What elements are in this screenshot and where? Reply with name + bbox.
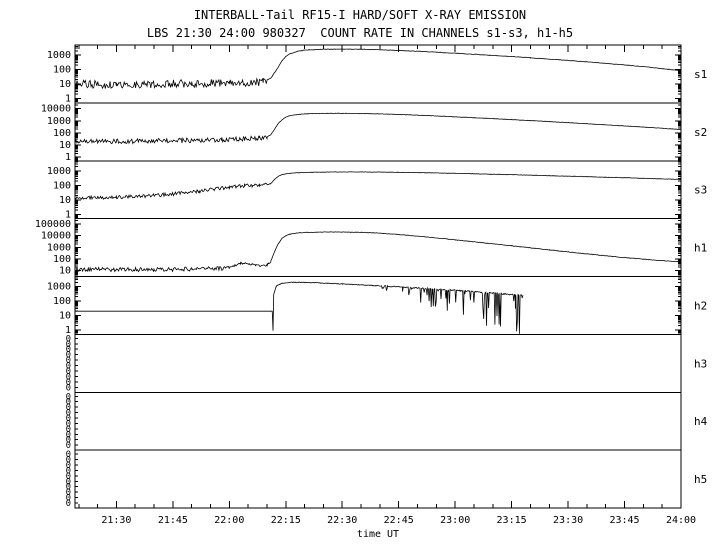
x-axis-title: time UT [357, 529, 399, 540]
y-tick-label: 0 [66, 362, 71, 372]
panel-label-s3: s3 [694, 184, 707, 197]
x-tick-label: 22:15 [271, 515, 301, 526]
y-tick-label: 10 [59, 265, 71, 276]
y-tick-label: 0 [66, 494, 71, 504]
panel-label-h4: h4 [694, 415, 708, 428]
x-tick-label: 23:15 [497, 515, 527, 526]
y-tick-label: 0 [66, 425, 71, 435]
panel-label-h1: h1 [694, 242, 707, 255]
y-tick-label: 0 [66, 340, 71, 350]
y-tick-label: 100 [53, 128, 71, 139]
x-tick-label: 24:00 [666, 515, 696, 526]
y-tick-label: 0 [66, 436, 71, 446]
y-tick-label: 1000 [47, 282, 71, 293]
y-tick-label: 10000 [41, 231, 71, 242]
x-tick-label: 21:45 [158, 515, 188, 526]
x-tick-label: 22:30 [327, 515, 357, 526]
panel-label-h5: h5 [694, 473, 707, 486]
y-tick-label: 10 [59, 311, 71, 322]
x-axis: 21:30 21:45 22:00 22:15 22:30 22:45 23:00 23:15… [78, 45, 696, 540]
y-tick-label: 0 [66, 466, 71, 476]
trace-s1 [74, 48, 682, 90]
x-tick-label: 22:45 [384, 515, 414, 526]
y-tick-label: 0 [66, 356, 71, 366]
y-tick-label: 10 [59, 140, 71, 151]
y-tick-label: 0 [66, 378, 71, 388]
y-tick-label: 0 [66, 461, 71, 471]
y-tick-label: 1 [65, 325, 71, 336]
chart-title: INTERBALL-Tail RF15-I HARD/SOFT X-RAY EM… [193, 8, 527, 22]
y-tick-label: 0 [66, 499, 71, 509]
x-tick-label: 23:45 [609, 515, 639, 526]
y-tick-label: 0 [66, 345, 71, 355]
y-tick-label: 0 [66, 477, 71, 487]
panel-label-s1: s1 [694, 68, 707, 81]
panel-h2: 1 10 100 1000 h2 [47, 276, 707, 336]
x-tick-label: 21:30 [101, 515, 131, 526]
y-tick-label: 0 [66, 383, 71, 393]
y-tick-label: 1 [65, 209, 71, 220]
trace-h2 [75, 281, 524, 334]
y-tick-label: 0 [66, 450, 71, 460]
trace-h1 [74, 231, 682, 273]
y-tick-label: 0 [66, 472, 71, 482]
panel-s3: 1 10 100 1000 s3 [47, 160, 707, 220]
x-tick-label: 22:00 [214, 515, 244, 526]
y-tick-label: 1000 [47, 116, 71, 127]
y-tick-label: 0 [66, 398, 71, 408]
y-tick-label: 1000 [47, 242, 71, 253]
y-tick-label: 0 [66, 409, 71, 419]
y-tick-label: 10 [59, 79, 71, 90]
y-tick-label: 0 [66, 351, 71, 361]
y-tick-label: 100000 [35, 219, 71, 230]
y-tick-label: 100 [53, 180, 71, 191]
y-tick-label: 0 [66, 456, 71, 466]
y-tick-label: 10 [59, 195, 71, 206]
x-tick-label: 23:30 [553, 515, 583, 526]
y-tick-label: 0 [66, 367, 71, 377]
y-tick-label: 0 [66, 483, 71, 493]
y-tick-label: 1 [65, 152, 71, 163]
y-tick-label: 0 [66, 414, 71, 424]
y-tick-label: 0 [66, 430, 71, 440]
panel-s1: 1 10 100 1000 s1 [47, 44, 707, 105]
y-tick-label: 100 [53, 296, 71, 307]
trace-s3 [74, 171, 682, 201]
y-tick-label: 1 [65, 94, 71, 105]
panel-label-h2: h2 [694, 299, 707, 312]
y-tick-label: 0 [66, 372, 71, 382]
y-tick-label: 0 [66, 403, 71, 413]
y-tick-label: 100 [53, 65, 71, 76]
trace-s2 [74, 112, 682, 145]
y-tick-label: 100 [53, 254, 71, 265]
chart-subtitle: LBS 21:30 24:00 980327 COUNT RATE IN CHA… [146, 26, 574, 40]
x-tick-label: 23:00 [440, 515, 470, 526]
y-tick-label: 0 [66, 488, 71, 498]
y-tick-label: 1000 [47, 166, 71, 177]
y-tick-label: 10000 [41, 104, 71, 115]
panel-label-h3: h3 [694, 357, 707, 370]
y-tick-label: 0 [66, 334, 71, 344]
y-tick-label: 1000 [47, 50, 71, 61]
panel-label-s2: s2 [694, 126, 707, 139]
y-tick-label: 0 [66, 419, 71, 429]
y-tick-label: 0 [66, 441, 71, 451]
y-tick-label: 0 [66, 392, 71, 402]
